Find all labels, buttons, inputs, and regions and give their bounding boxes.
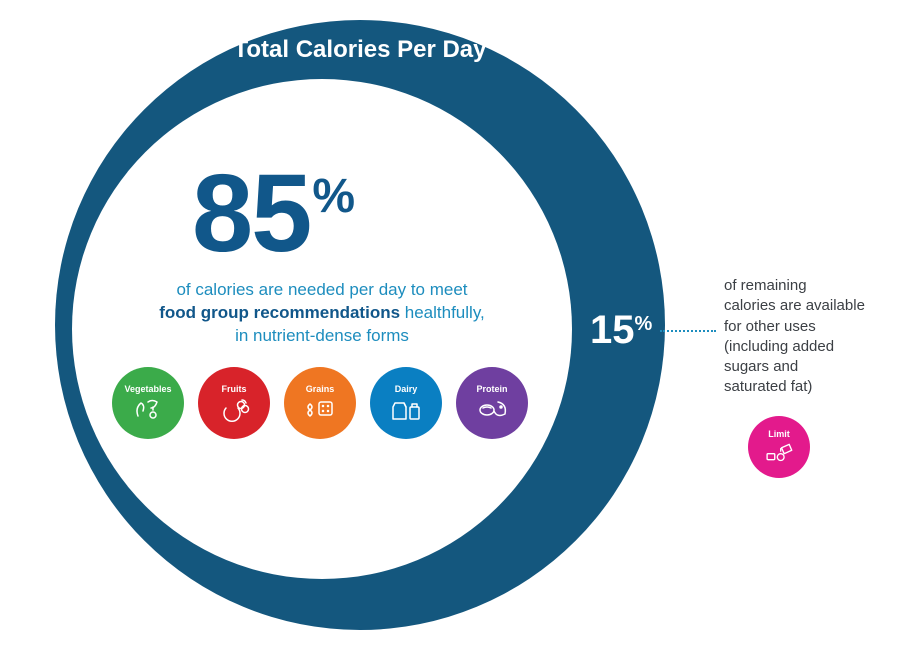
secondary-percent: 15% [590, 310, 652, 350]
primary-percent-number: 85 [192, 152, 310, 275]
secondary-desc: of remainingcalories are availablefor ot… [724, 276, 894, 398]
primary-desc-line1: of calories are needed per day to meet [152, 279, 492, 302]
secondary-desc-line: of remaining [724, 276, 894, 296]
food-badge-fruits: Fruits [198, 367, 270, 439]
limit-label: Limit [768, 429, 790, 439]
secondary-desc-line: calories are available [724, 296, 894, 316]
food-badge-protein: Protein [456, 367, 528, 439]
food-badge-dairy: Dairy [370, 367, 442, 439]
food-label: Dairy [395, 384, 418, 394]
food-label: Grains [306, 384, 335, 394]
dairy-icon [388, 394, 424, 424]
food-badge-vegetables: Vegetables [112, 367, 184, 439]
primary-desc-bold: food group recommendations [159, 303, 400, 322]
secondary-desc-line: sugars and [724, 357, 894, 377]
food-badge-grains: Grains [284, 367, 356, 439]
limit-icon [762, 439, 796, 465]
food-label: Fruits [221, 384, 246, 394]
secondary-desc-line: saturated fat) [724, 377, 894, 397]
primary-desc-line3: in nutrient-dense forms [152, 325, 492, 348]
fruits-icon [216, 394, 252, 424]
primary-percent: 85% [192, 159, 353, 269]
protein-icon [474, 394, 510, 424]
primary-desc: of calories are needed per day to meet f… [152, 279, 492, 348]
limit-badge: Limit [748, 416, 810, 478]
secondary-desc-line: for other uses [724, 317, 894, 337]
chart-title: Total Calories Per Day [160, 36, 560, 64]
grains-icon [302, 394, 338, 424]
vegetables-icon [130, 394, 166, 424]
food-group-row: Vegetables Fruits Grains Dairy Protein [112, 367, 528, 439]
primary-desc-line2-tail: healthfully, [400, 303, 485, 322]
secondary-desc-line: (including added [724, 337, 894, 357]
food-label: Protein [476, 384, 507, 394]
secondary-percent-number: 15 [590, 308, 635, 352]
secondary-percent-symbol: % [635, 313, 653, 335]
primary-percent-symbol: % [312, 170, 355, 223]
food-label: Vegetables [124, 384, 171, 394]
connector-line [660, 330, 716, 332]
calorie-infographic: Total Calories Per Day 85% of calories a… [0, 0, 910, 650]
